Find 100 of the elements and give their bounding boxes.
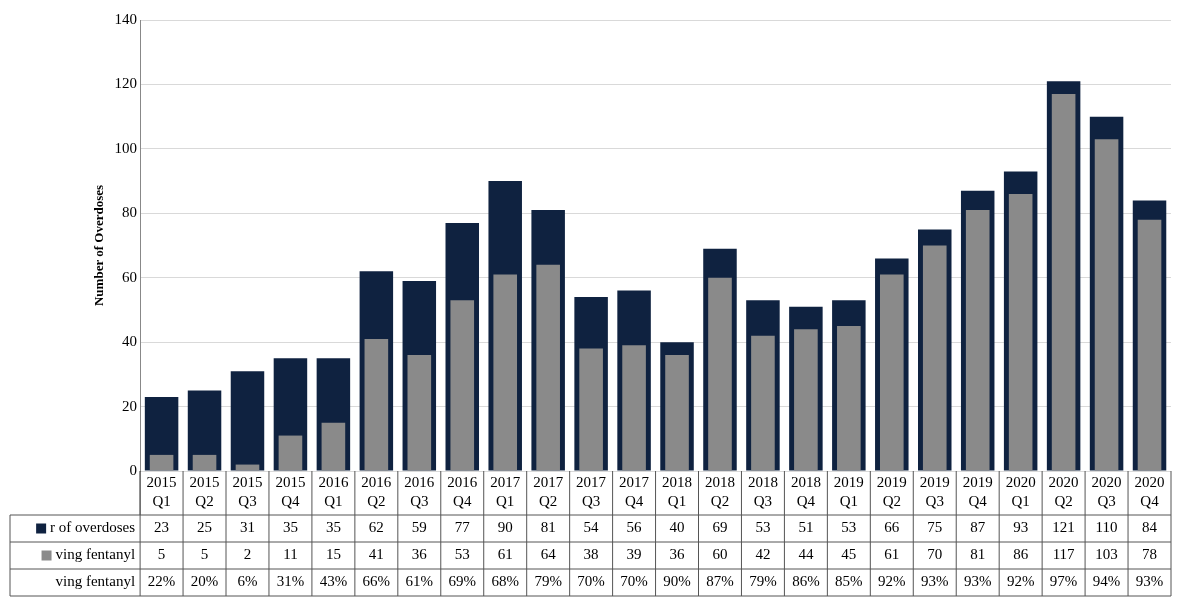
- data-label: 103: [1095, 546, 1118, 563]
- bar: [536, 264, 560, 471]
- data-label: 5: [157, 546, 166, 563]
- x-tick-label: 2018 Q3: [747, 474, 778, 510]
- data-label: 61: [497, 546, 513, 563]
- data-label: 86: [1013, 546, 1029, 563]
- text: 79%: [534, 573, 562, 590]
- text: 93%: [1135, 573, 1164, 590]
- x-tick-label: 2017 Q2: [533, 474, 564, 510]
- text: 85%: [835, 573, 863, 590]
- data-label: 5: [200, 546, 209, 563]
- data-label: 36: [669, 546, 686, 563]
- x-tick-label: 2015 Q4: [275, 474, 306, 510]
- bar: [192, 454, 217, 471]
- data-label: 23: [154, 519, 170, 536]
- data-label: 38: [583, 546, 599, 563]
- data-label: 77: [454, 519, 471, 536]
- y-tick-label: 140: [114, 10, 138, 27]
- data-label: 93: [1013, 519, 1029, 536]
- data-label: 25: [197, 519, 213, 536]
- text: 90%: [663, 573, 691, 590]
- data-label: 41: [368, 546, 384, 563]
- y-tick-label: 0: [129, 461, 138, 478]
- y-tick-label: 120: [114, 75, 138, 92]
- x-tick-label: 2019 Q4: [962, 474, 993, 510]
- y-axis-title: Number of Overdoses: [91, 184, 107, 307]
- text: 61%: [405, 573, 434, 590]
- bar: [751, 335, 775, 471]
- data-label: 53: [755, 519, 771, 536]
- data-label: 35: [325, 519, 341, 536]
- x-tick-label: 2018 Q1: [662, 474, 693, 510]
- x-tick-label: 2018 Q2: [704, 474, 735, 510]
- data-label: 11: [283, 546, 298, 563]
- x-tick-label: 2020 Q4: [1134, 474, 1165, 510]
- x-tick-label: 2020 Q2: [1048, 474, 1079, 510]
- text: 70%: [620, 573, 648, 590]
- data-label: 84: [1142, 519, 1158, 536]
- bar: [364, 338, 389, 471]
- data-label: 90: [497, 519, 513, 536]
- data-label: 51: [798, 519, 814, 536]
- data-label: 39: [626, 546, 642, 563]
- data-label: 44: [798, 546, 814, 563]
- data-label: 40: [669, 519, 685, 536]
- x-tick-label: 2016 Q2: [361, 474, 392, 510]
- text: 94%: [1092, 573, 1121, 590]
- data-label: 87: [970, 519, 986, 536]
- data-label: 59: [411, 519, 427, 536]
- data-label: 60: [712, 546, 728, 563]
- x-tick-label: 2020 Q3: [1091, 474, 1122, 510]
- data-label: 42: [755, 546, 771, 563]
- bar: [1008, 193, 1033, 471]
- bar: [922, 245, 947, 471]
- data-label: 35: [282, 519, 298, 536]
- text: 66%: [362, 573, 391, 590]
- data-label: 64: [540, 546, 557, 563]
- text: 22%: [147, 573, 176, 590]
- data-label: 2: [243, 546, 252, 563]
- data-label: 62: [368, 519, 384, 536]
- bar: [407, 355, 432, 471]
- bar: [235, 464, 260, 471]
- text: ving fentanyl: [55, 573, 136, 590]
- y-tick-label: 60: [122, 268, 138, 285]
- text: 69%: [448, 573, 477, 590]
- bar: [708, 277, 732, 471]
- x-tick-label: 2015 Q1: [146, 474, 177, 510]
- text: 43%: [319, 573, 348, 590]
- data-label: 78: [1142, 546, 1158, 563]
- bar: [493, 274, 518, 471]
- bar: [149, 454, 174, 471]
- y-tick-label: 20: [122, 397, 138, 414]
- data-label: 31: [239, 519, 255, 536]
- text: 20%: [190, 573, 219, 590]
- text: 31%: [276, 573, 305, 590]
- bar: [965, 210, 990, 471]
- text: 93%: [963, 573, 992, 590]
- x-tick-label: 2016 Q1: [318, 474, 349, 510]
- bar: [879, 274, 904, 471]
- bar: [622, 345, 646, 471]
- text: 70%: [577, 573, 605, 590]
- data-label: 66: [884, 519, 900, 536]
- bar: [837, 326, 861, 471]
- text: 6%: [237, 573, 258, 590]
- text: 86%: [792, 573, 820, 590]
- x-tick-label: 2015 Q2: [189, 474, 220, 510]
- legend-label: r of overdoses: [50, 519, 136, 536]
- x-tick-label: 2016 Q4: [447, 474, 478, 510]
- legend-label: ving fentanyl: [55, 546, 136, 563]
- data-label: 56: [626, 519, 643, 536]
- data-label: 45: [841, 546, 857, 563]
- data-label: 69: [712, 519, 728, 536]
- text: 97%: [1049, 573, 1078, 590]
- x-tick-label: 2018 Q4: [790, 474, 821, 510]
- bar: [230, 371, 265, 471]
- bar: [579, 348, 603, 471]
- x-tick-label: 2020 Q1: [1005, 474, 1036, 510]
- bar: [1137, 219, 1162, 471]
- text: 79%: [749, 573, 777, 590]
- text: 93%: [921, 573, 949, 590]
- data-label: 53: [841, 519, 857, 536]
- bar: [1051, 94, 1076, 471]
